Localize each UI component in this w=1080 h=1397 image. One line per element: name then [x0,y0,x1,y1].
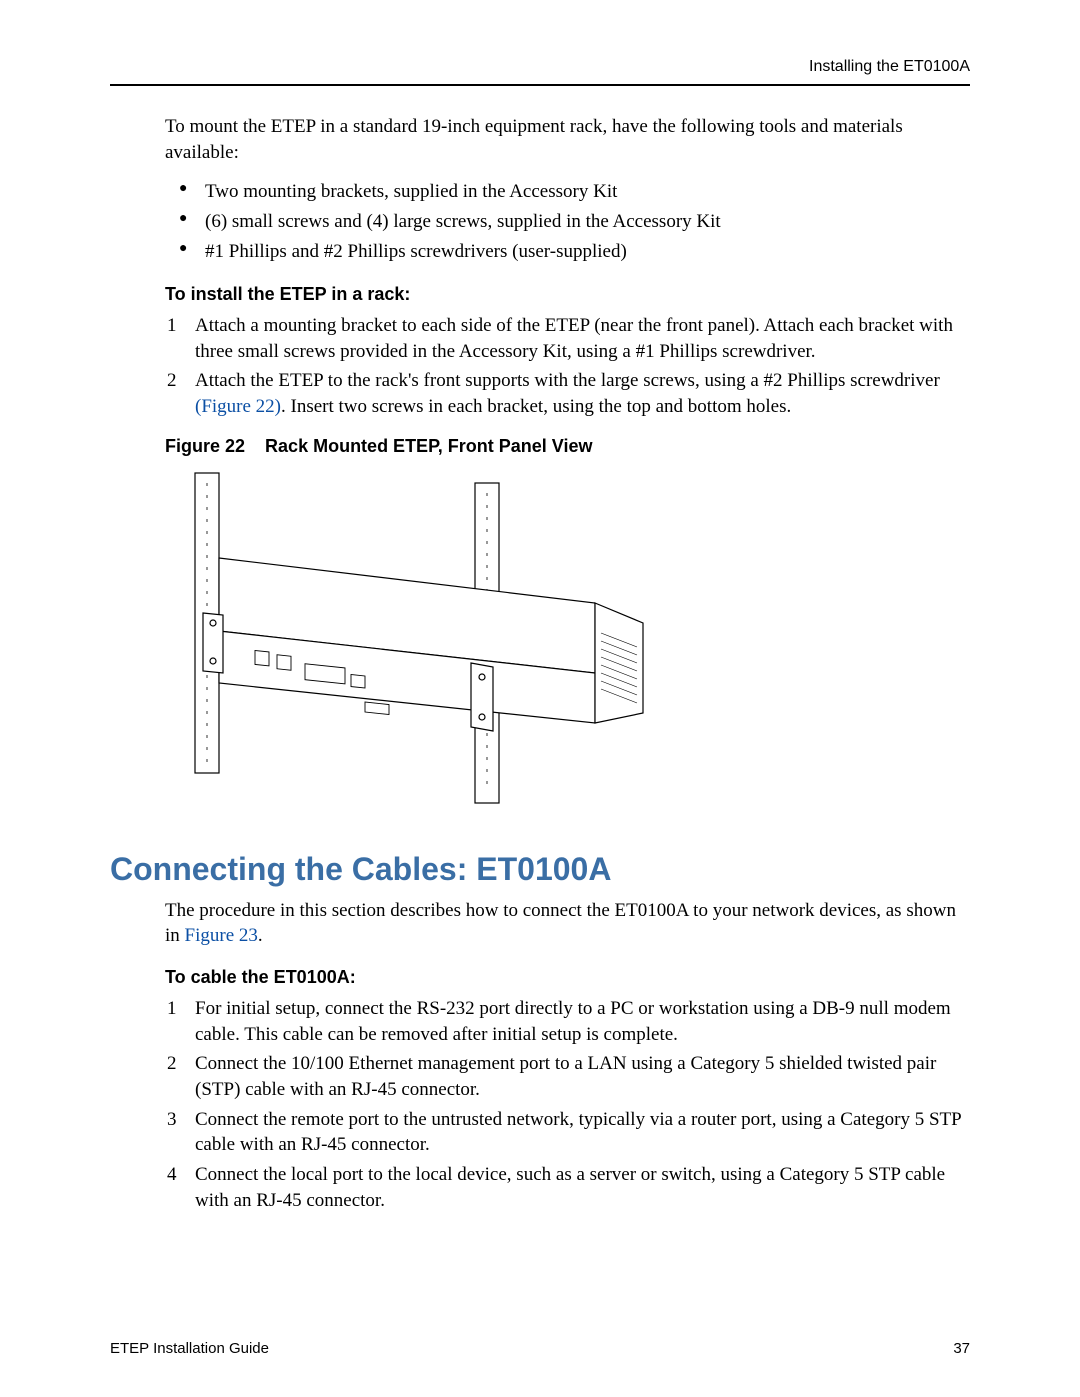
figure-23-link[interactable]: Figure 23 [185,925,258,946]
tools-list: Two mounting brackets, supplied in the A… [165,179,970,264]
rack-diagram-icon [165,463,655,823]
cable-steps: For initial setup, connect the RS-232 po… [165,996,970,1213]
figure-label-title: Rack Mounted ETEP, Front Panel View [265,436,592,456]
list-item: Connect the local port to the local devi… [165,1162,970,1213]
list-item: For initial setup, connect the RS-232 po… [165,996,970,1047]
figure-22-image [165,463,655,823]
figure-label-prefix: Figure 22 [165,436,245,456]
list-item: Attach a mounting bracket to each side o… [165,313,970,364]
figure-22-caption: Figure 22 Rack Mounted ETEP, Front Panel… [165,436,970,457]
list-item: #1 Phillips and #2 Phillips screwdrivers… [185,239,970,265]
intro-paragraph: To mount the ETEP in a standard 19-inch … [165,114,970,165]
footer-page-number: 37 [953,1340,970,1357]
install-steps: Attach a mounting bracket to each side o… [165,313,970,420]
running-header: Installing the ET0100A [110,58,970,76]
footer-left: ETEP Installation Guide [110,1340,269,1357]
cables-intro-post: . [258,925,263,946]
install-subhead: To install the ETEP in a rack: [165,284,970,305]
figure-22-link[interactable]: (Figure 22) [195,396,281,417]
step-text-pre: Attach the ETEP to the rack's front supp… [195,370,940,391]
cable-subhead: To cable the ET0100A: [165,967,970,988]
step-text-post: . Insert two screws in each bracket, usi… [281,396,791,417]
list-item: Connect the remote port to the untrusted… [165,1107,970,1158]
list-item: (6) small screws and (4) large screws, s… [185,209,970,235]
page-content: To mount the ETEP in a standard 19-inch … [110,86,970,1213]
list-item: Connect the 10/100 Ethernet management p… [165,1051,970,1102]
list-item: Two mounting brackets, supplied in the A… [185,179,970,205]
cables-intro-pre: The procedure in this section describes … [165,900,956,947]
list-item: Attach the ETEP to the rack's front supp… [165,368,970,419]
page: Installing the ET0100A To mount the ETEP… [0,0,1080,1397]
section-heading-connecting-cables: Connecting the Cables: ET0100A [110,851,970,888]
cables-intro-paragraph: The procedure in this section describes … [165,898,970,949]
page-footer: ETEP Installation Guide 37 [110,1340,970,1357]
